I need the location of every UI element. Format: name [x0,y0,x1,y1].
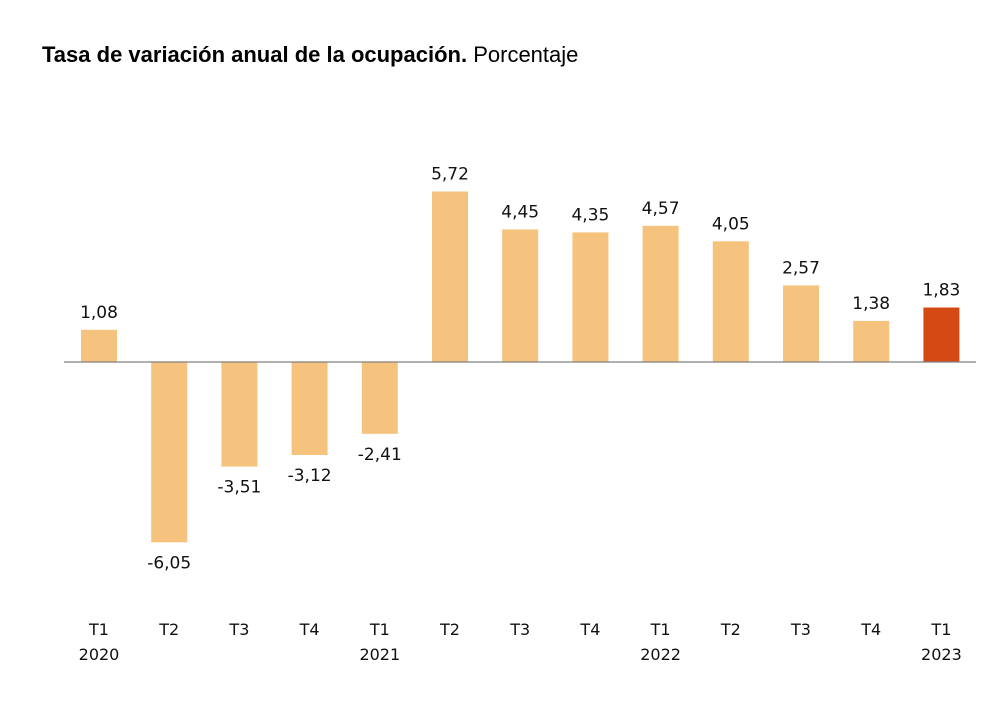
data-label: 1,38 [852,294,890,314]
x-tick-label: T4 [299,620,320,639]
chart-title-main: Tasa de variación anual de la ocupación. [42,42,468,67]
x-tick-label: T4 [860,620,881,639]
data-label: -3,12 [288,466,332,486]
bar [291,362,328,455]
x-tick-label: T3 [790,620,811,639]
data-label: 2,57 [782,258,820,278]
x-tick-label: T3 [228,620,249,639]
data-label: 4,57 [642,199,680,219]
data-label: -6,05 [147,553,191,573]
x-tick-label: T1 [650,620,671,639]
data-label: -3,51 [217,478,261,498]
bar [361,362,398,434]
chart-subtitle: Porcentaje [473,42,579,67]
x-tick-year-label: 2022 [640,645,681,664]
x-tick-label: T1 [930,620,951,639]
bar [221,362,258,467]
data-label: 5,72 [431,165,469,185]
data-label: 1,08 [80,303,118,323]
data-label: 1,83 [922,281,960,301]
bar [572,232,609,362]
x-tick-year-label: 2020 [79,645,120,664]
data-label: -2,41 [358,445,402,465]
x-tick-label: T1 [88,620,109,639]
x-tick-label: T1 [369,620,390,639]
x-tick-label: T4 [579,620,600,639]
bar [853,320,890,362]
x-tick-label: T2 [720,620,741,639]
bar [783,285,819,362]
data-label: 4,45 [501,202,539,222]
x-tick-year-label: 2023 [921,645,962,664]
bar [923,307,960,362]
chart-title: Tasa de variación anual de la ocupación.… [42,42,578,68]
bar [151,362,188,543]
data-label: 4,05 [712,214,750,234]
x-tick-label: T2 [158,620,179,639]
bar [432,191,468,362]
bar [502,229,539,362]
x-tick-label: T3 [509,620,530,639]
x-tick-label: T2 [439,620,460,639]
bar [81,329,117,362]
bar [712,241,749,362]
bar [642,225,679,362]
x-tick-year-label: 2021 [359,645,400,664]
data-label: 4,35 [571,205,609,225]
